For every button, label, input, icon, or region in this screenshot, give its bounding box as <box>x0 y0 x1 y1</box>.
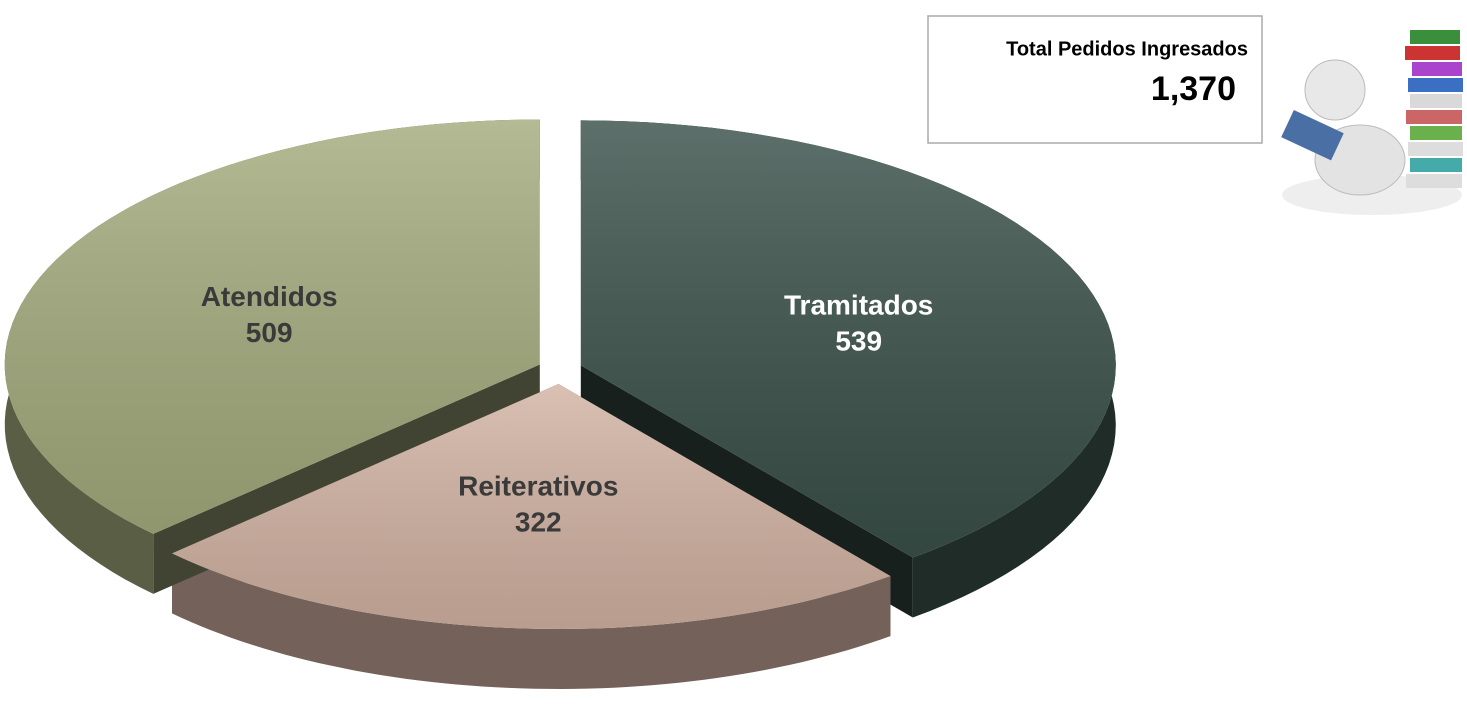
slice-label: Tramitados <box>784 290 933 321</box>
slice-value: 539 <box>835 326 882 357</box>
slice-shade <box>172 384 891 629</box>
books-icon <box>1281 30 1463 215</box>
slice-label: Reiterativos <box>458 471 618 502</box>
total-value: 1,370 <box>1151 70 1236 108</box>
slice-value: 509 <box>246 317 293 348</box>
slice-shade <box>580 120 1116 558</box>
slice-label: Atendidos <box>201 281 338 312</box>
total-title: Total Pedidos Ingresados <box>1006 38 1248 60</box>
slice-side <box>172 553 891 689</box>
pie: Tramitados 539 Reiterativos 322 Atendidos 509 <box>4 119 1116 689</box>
slice-value: 322 <box>515 507 562 538</box>
slice-shade <box>4 119 540 534</box>
total-box <box>927 15 1263 144</box>
